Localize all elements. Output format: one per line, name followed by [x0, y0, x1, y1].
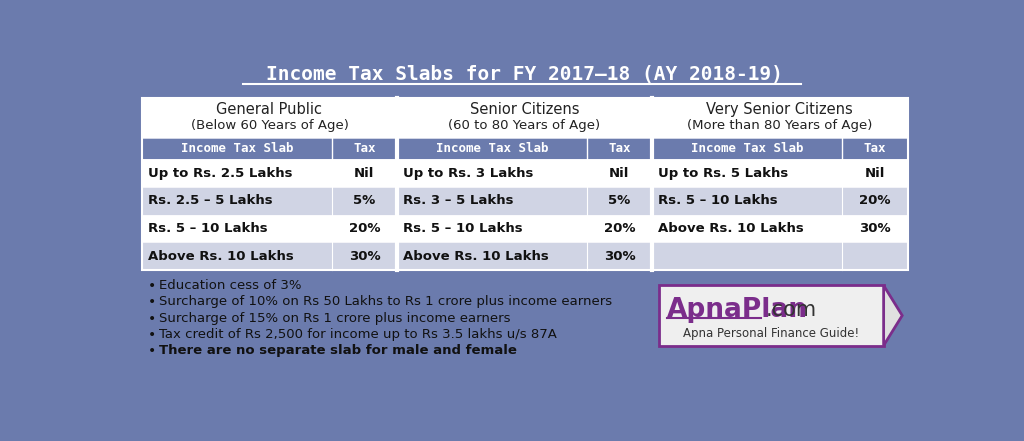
Bar — [397, 97, 652, 138]
Bar — [652, 243, 907, 270]
Text: 5%: 5% — [608, 194, 631, 207]
Text: Above Rs. 10 Lakhs: Above Rs. 10 Lakhs — [403, 250, 549, 263]
Text: (More than 80 Years of Age): (More than 80 Years of Age) — [687, 119, 872, 132]
Text: 20%: 20% — [348, 222, 380, 235]
Text: Rs. 5 – 10 Lakhs: Rs. 5 – 10 Lakhs — [403, 222, 523, 235]
Text: Tax: Tax — [353, 142, 376, 155]
Text: Nil: Nil — [865, 167, 885, 179]
Text: Income Tax Slab: Income Tax Slab — [435, 142, 548, 155]
Text: •: • — [148, 312, 157, 325]
Bar — [142, 97, 397, 270]
Bar — [397, 243, 652, 270]
Bar — [652, 215, 907, 243]
Text: Rs. 3 – 5 Lakhs: Rs. 3 – 5 Lakhs — [403, 194, 514, 207]
Text: Up to Rs. 5 Lakhs: Up to Rs. 5 Lakhs — [658, 167, 788, 179]
Text: •: • — [148, 344, 157, 358]
Text: •: • — [148, 279, 157, 293]
Text: 5%: 5% — [353, 194, 376, 207]
Text: Above Rs. 10 Lakhs: Above Rs. 10 Lakhs — [658, 222, 804, 235]
Bar — [142, 159, 397, 187]
Text: Nil: Nil — [354, 167, 375, 179]
Text: Income Tax Slab: Income Tax Slab — [691, 142, 804, 155]
Text: 20%: 20% — [859, 194, 891, 207]
Bar — [397, 159, 652, 187]
Bar — [142, 97, 397, 138]
Text: Up to Rs. 3 Lakhs: Up to Rs. 3 Lakhs — [403, 167, 534, 179]
Text: Income Tax Slab: Income Tax Slab — [180, 142, 293, 155]
Bar — [652, 159, 907, 187]
Bar — [142, 138, 397, 159]
Text: Rs. 2.5 – 5 Lakhs: Rs. 2.5 – 5 Lakhs — [148, 194, 272, 207]
Text: There are no separate slab for male and female: There are no separate slab for male and … — [159, 344, 517, 357]
Text: Senior Citizens: Senior Citizens — [470, 102, 580, 117]
Text: Very Senior Citizens: Very Senior Citizens — [707, 102, 853, 117]
Text: Tax: Tax — [608, 142, 631, 155]
Text: 30%: 30% — [348, 250, 380, 263]
Bar — [652, 138, 907, 159]
Text: Above Rs. 10 Lakhs: Above Rs. 10 Lakhs — [148, 250, 294, 263]
Text: Tax: Tax — [864, 142, 887, 155]
Text: .com: .com — [766, 300, 817, 320]
Text: 20%: 20% — [603, 222, 635, 235]
Text: Apna Personal Finance Guide!: Apna Personal Finance Guide! — [683, 327, 859, 340]
Text: Up to Rs. 2.5 Lakhs: Up to Rs. 2.5 Lakhs — [148, 167, 293, 179]
Text: Surcharge of 15% on Rs 1 crore plus income earners: Surcharge of 15% on Rs 1 crore plus inco… — [159, 312, 511, 325]
Text: 30%: 30% — [603, 250, 635, 263]
Bar — [652, 97, 907, 270]
Bar — [397, 187, 652, 215]
Polygon shape — [884, 285, 902, 345]
Text: •: • — [148, 328, 157, 342]
Text: 30%: 30% — [859, 222, 891, 235]
Text: General Public: General Public — [216, 102, 323, 117]
Bar — [397, 215, 652, 243]
Bar — [397, 138, 652, 159]
Text: Rs. 5 – 10 Lakhs: Rs. 5 – 10 Lakhs — [148, 222, 267, 235]
Bar — [142, 243, 397, 270]
Text: •: • — [148, 295, 157, 310]
Text: Surcharge of 10% on Rs 50 Lakhs to Rs 1 crore plus income earners: Surcharge of 10% on Rs 50 Lakhs to Rs 1 … — [159, 295, 612, 308]
Bar — [652, 97, 907, 138]
Text: Education cess of 3%: Education cess of 3% — [159, 279, 301, 292]
Text: (Below 60 Years of Age): (Below 60 Years of Age) — [190, 119, 348, 132]
Bar — [142, 215, 397, 243]
Text: Income Tax Slabs for FY 2017–18 (AY 2018-19): Income Tax Slabs for FY 2017–18 (AY 2018… — [266, 65, 783, 84]
Text: Tax credit of Rs 2,500 for income up to Rs 3.5 lakhs u/s 87A: Tax credit of Rs 2,500 for income up to … — [159, 328, 557, 341]
Text: Rs. 5 – 10 Lakhs: Rs. 5 – 10 Lakhs — [658, 194, 778, 207]
Text: (60 to 80 Years of Age): (60 to 80 Years of Age) — [449, 119, 600, 132]
Bar — [397, 97, 652, 270]
Text: Nil: Nil — [609, 167, 630, 179]
Bar — [142, 187, 397, 215]
Bar — [652, 187, 907, 215]
Text: ApnaPlan: ApnaPlan — [667, 297, 808, 323]
Bar — [658, 285, 884, 345]
